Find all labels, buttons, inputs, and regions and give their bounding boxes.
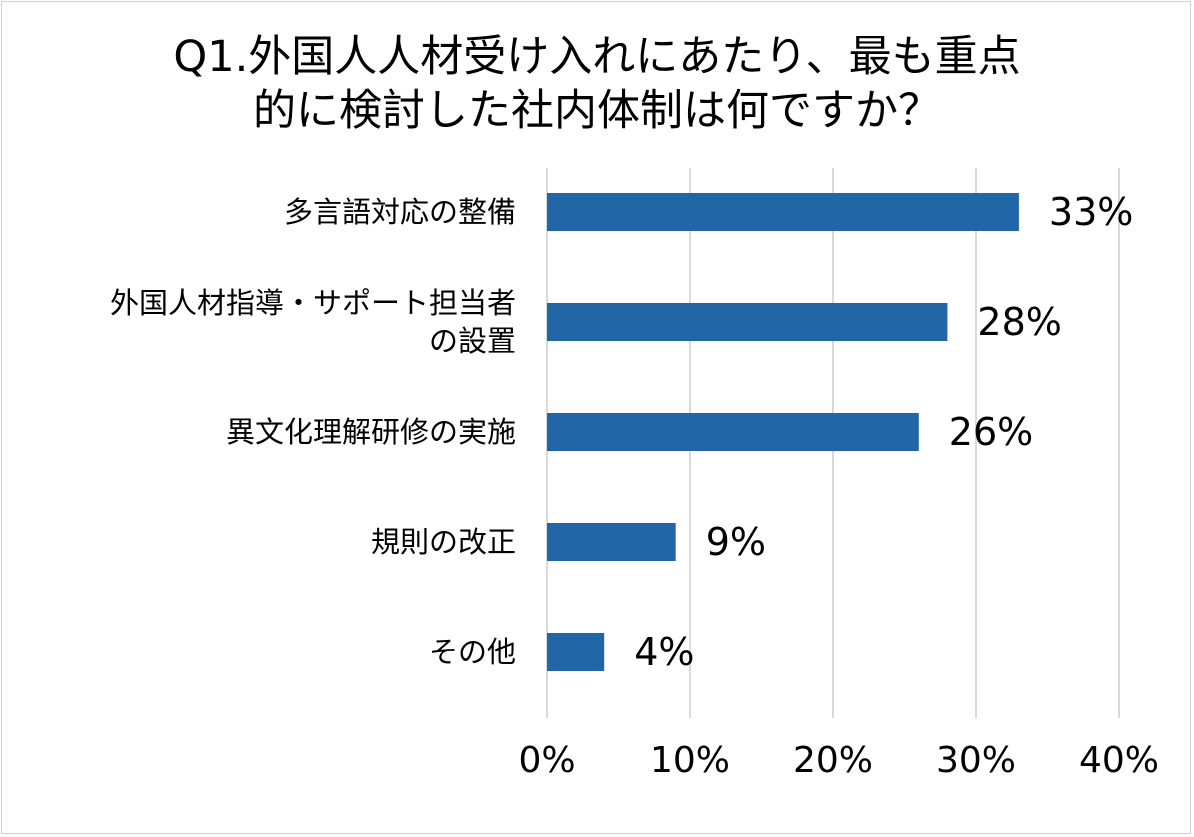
chart-title-line-2: 的に検討した社内体制は何ですか？ <box>253 86 941 136</box>
chart-title: Q1.外国人人材受け入れにあたり、最も重点 的に検討した社内体制は何ですか？ <box>0 30 1194 138</box>
bar <box>547 303 948 341</box>
category-label: 異文化理解研修の実施 <box>226 415 516 449</box>
x-tick-label: 30% <box>936 740 1016 781</box>
category-label: その他 <box>429 635 516 669</box>
chart-title-line-1: Q1.外国人人材受け入れにあたり、最も重点 <box>173 32 1021 82</box>
x-tick-label: 10% <box>650 740 730 781</box>
category-label: 外国人材指導・サポート担当者 <box>110 286 516 320</box>
x-tick-label: 40% <box>1079 740 1159 781</box>
category-label: 規則の改正 <box>371 525 516 559</box>
data-label: 28% <box>977 300 1061 344</box>
bar <box>547 193 1019 231</box>
data-label: 26% <box>949 410 1033 454</box>
bar <box>547 413 919 451</box>
bar <box>547 633 605 671</box>
category-label: の設置 <box>429 324 516 358</box>
data-label: 33% <box>1049 190 1133 234</box>
x-tick-label: 20% <box>793 740 873 781</box>
data-label: 4% <box>634 630 694 674</box>
x-tick-label: 0% <box>518 740 575 781</box>
category-label: 多言語対応の整備 <box>284 195 516 229</box>
data-label: 9% <box>706 520 766 564</box>
bar <box>547 523 676 561</box>
